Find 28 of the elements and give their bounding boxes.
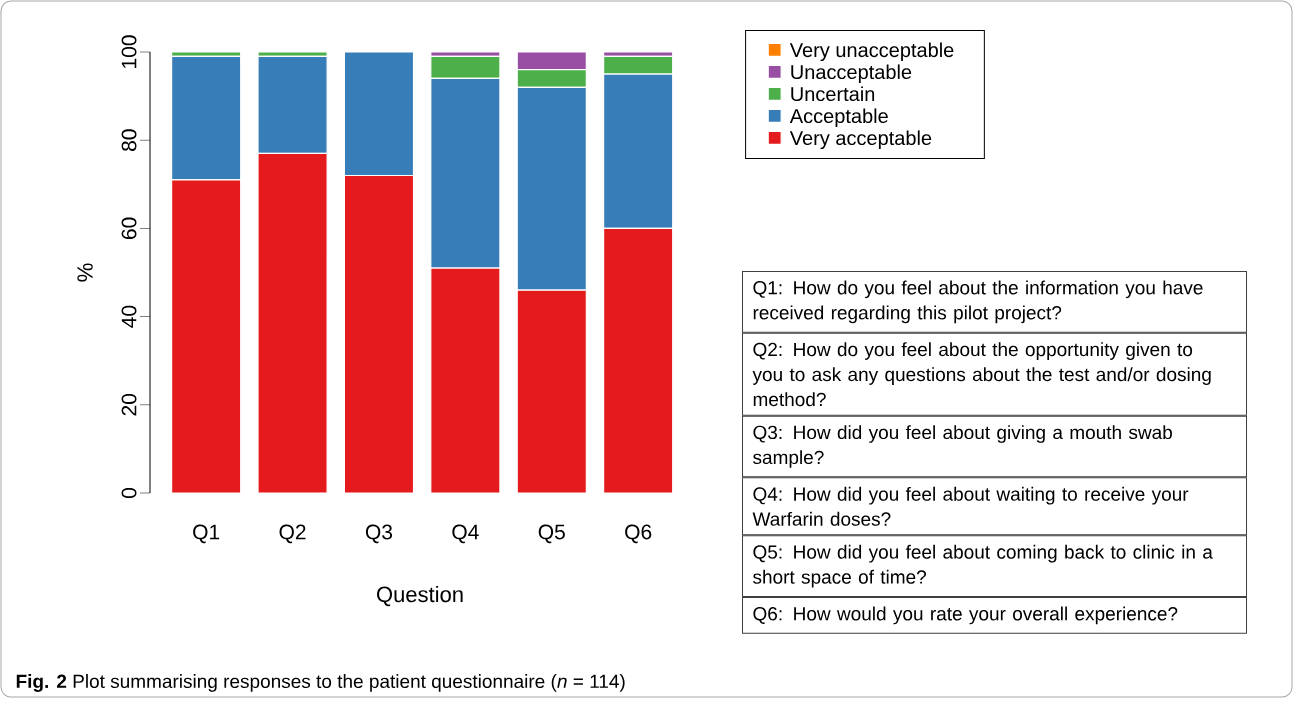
bar bbox=[516, 69, 587, 88]
x-tick-label: Q6 bbox=[625, 524, 652, 544]
text: Q2: How do you feel about the opportunity given to you to ask any questions about the test and/or dosing method? bbox=[752, 342, 1211, 407]
legend-label: Acceptable bbox=[789, 108, 888, 128]
legend-label: Unacceptable bbox=[791, 64, 912, 84]
y-tick-label: 40 bbox=[121, 305, 137, 328]
legend-label: Uncertain bbox=[791, 86, 875, 102]
x-tick-label: Q2 bbox=[279, 524, 306, 544]
x-tick-label: Q5 bbox=[538, 524, 565, 544]
x-tick-label: Q1 bbox=[193, 524, 220, 544]
y-tick-label: 0 bbox=[121, 487, 137, 499]
y-tick-label: 60 bbox=[121, 217, 137, 240]
y-tick-label: 100 bbox=[121, 35, 137, 68]
x-tick-label: Q3 bbox=[365, 524, 393, 544]
y-tick-label: 80 bbox=[121, 129, 137, 151]
text: Q5: How did you feel about coming back to clinic in a short space of time? bbox=[753, 544, 1213, 588]
x-tick-label: Q4 bbox=[452, 524, 479, 544]
text: Q6: How would you rate your overall experience? bbox=[753, 606, 1178, 625]
text: Q3: How did you feel about giving a mouth swab sample? bbox=[753, 425, 1172, 468]
y-tick-label: 20 bbox=[121, 393, 137, 416]
text: Fig. 2 Plot summarising responses to the patient questionnaire (n = 114) bbox=[16, 674, 625, 692]
text: Q1: How do you feel about the information you have received regarding this pilot project? bbox=[753, 280, 1203, 324]
x-axis-title: Question bbox=[377, 586, 463, 607]
legend-label: Very acceptable bbox=[789, 130, 932, 150]
text: Q4: How did you feel about waiting to receive your Warfarin doses? bbox=[752, 486, 1189, 526]
y-axis-title: % bbox=[77, 263, 93, 282]
legend-label: Very unacceptable bbox=[789, 42, 954, 62]
bar bbox=[430, 55, 501, 80]
